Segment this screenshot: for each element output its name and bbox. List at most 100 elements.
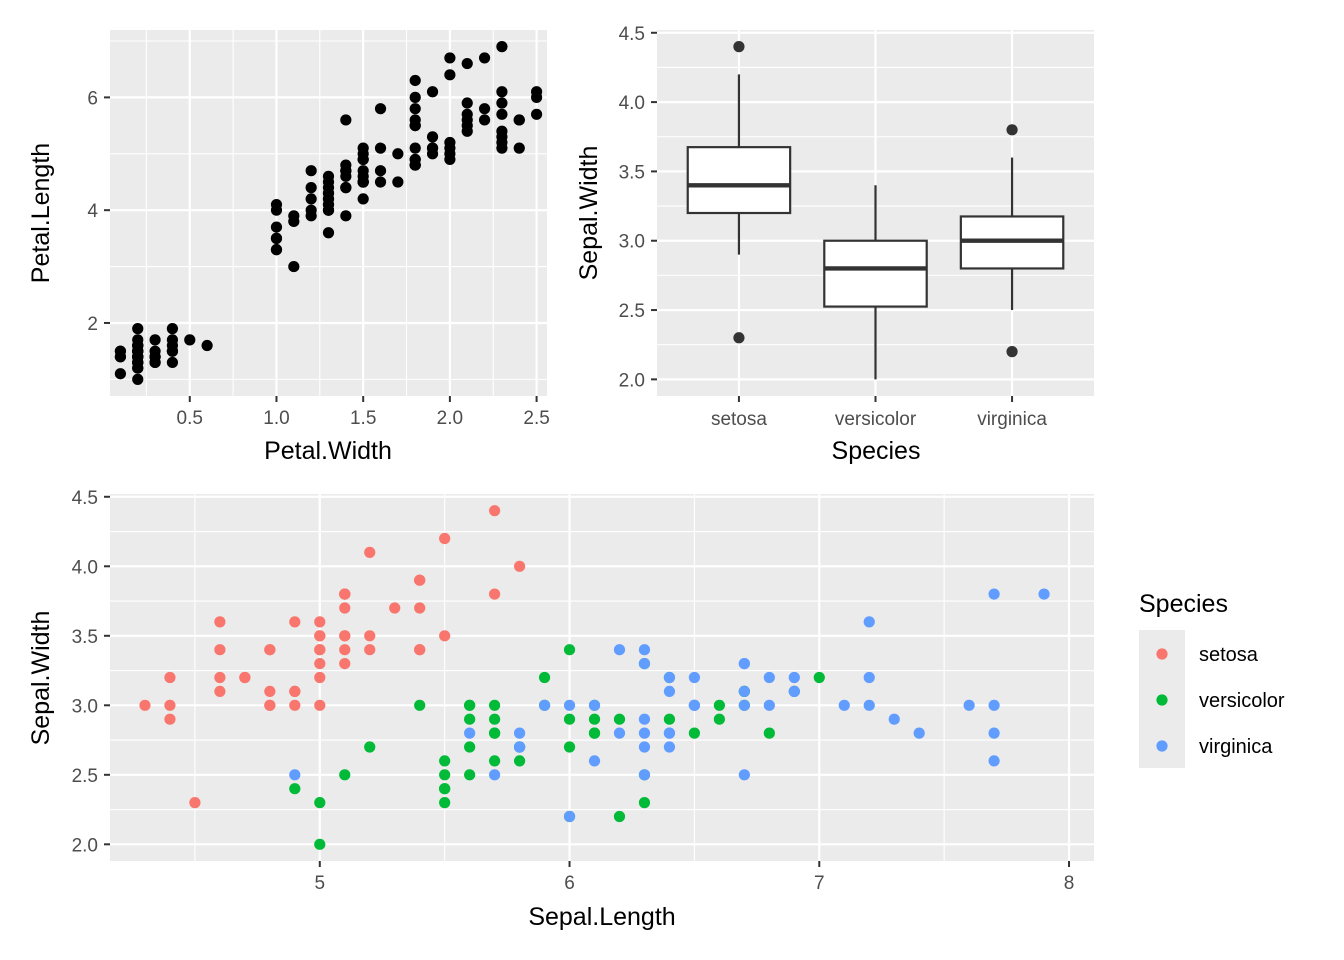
data-point-virginica [513,741,526,753]
data-point-virginica [838,699,850,711]
data-point-versicolor [489,755,501,767]
data-point-virginica [913,727,925,739]
data-point-virginica [638,657,651,670]
legend: Species setosa versicolor virginica [1139,590,1285,768]
grid-lines [110,494,1094,861]
outlier-point [733,41,745,53]
y-axis-title: Sepal.Width [27,611,55,746]
box-iqr [823,239,928,308]
data-point-setosa [314,699,326,711]
data-point-versicolor [713,713,725,725]
data-point [478,52,491,64]
data-point-setosa [364,630,376,642]
data-point-versicolor [489,713,501,725]
data-point [149,334,161,346]
data-point-setosa [164,699,176,711]
data-point [305,182,317,194]
legend-key [1156,694,1168,706]
data-point-setosa [314,657,326,670]
x-tick-label: 2.0 [437,408,463,429]
data-point-virginica [788,671,800,684]
y-tick-label: 2.0 [619,370,645,391]
data-point-versicolor [613,713,626,725]
y-axis-title: Petal.Length [27,143,55,283]
data-point-setosa [364,546,376,558]
data-point-versicolor [588,713,601,725]
data-point-virginica [1038,588,1050,600]
data-point-virginica [638,769,651,781]
sepal-scatter-panel: 5 6 7 8 2.0 2.5 3.0 3.5 4.0 4.5 Sepal.Length Sepa… [27,488,1094,931]
legend-key [1156,648,1168,660]
y-tick-label: 4.0 [72,557,98,578]
data-point-virginica [988,588,1000,600]
data-point-versicolor [414,699,426,711]
data-point-virginica [738,657,750,670]
data-point [357,176,369,188]
data-point-versicolor [688,727,701,739]
data-point [409,103,421,115]
data-point [478,114,491,126]
data-point [184,334,196,346]
outlier-point [1006,124,1018,136]
x-tick-label: 6 [564,873,575,894]
data-point [409,142,421,154]
data-point-versicolor [339,769,351,781]
data-point-virginica [538,699,551,711]
data-point-versicolor [289,783,301,795]
data-point [444,52,456,64]
boxes [686,41,1065,380]
data-point-virginica [688,699,701,711]
data-point [478,103,491,115]
x-axis-title: Species [832,437,921,465]
data-point-virginica [563,699,576,711]
legend-label: virginica [1199,736,1273,758]
data-point-setosa [139,699,151,711]
data-point [322,170,335,182]
data-point-versicolor [588,727,601,739]
x-tick-label: 1.5 [350,408,376,429]
data-point-versicolor [513,755,526,767]
data-point [340,159,352,171]
x-tick-label: virginica [977,409,1047,430]
y-tick-label: 3.0 [72,696,98,717]
data-point-versicolor [364,741,376,753]
data-point-setosa [439,630,451,642]
data-point [270,232,283,244]
data-point [166,356,179,369]
box-iqr [686,146,792,215]
data-point-versicolor [563,741,576,753]
data-point [426,86,439,98]
species-boxplot-panel: 2.0 2.5 3.0 3.5 4.0 4.5 setosa versicolor virgin… [575,24,1094,465]
box-setosa [686,41,792,344]
data-point-setosa [414,602,426,614]
data-point-virginica [663,727,676,739]
data-point-virginica [663,741,676,753]
data-point [392,176,404,188]
data-point [340,210,352,222]
data-point [392,148,404,160]
legend-label: setosa [1199,644,1259,666]
data-point [513,142,525,154]
data-point [132,351,144,363]
data-point [114,368,127,380]
data-point-versicolor [439,769,451,781]
data-point-setosa [339,657,351,670]
data-point-setosa [339,602,351,614]
data-point [149,351,161,363]
data-point [374,142,387,154]
outlier-point [1006,346,1018,358]
legend-entry-versicolor: versicolor [1156,690,1285,712]
data-point [114,351,127,363]
data-point-setosa [489,505,501,517]
data-point-virginica [663,671,676,684]
data-point [409,91,421,103]
data-point-versicolor [464,699,476,711]
data-point-versicolor [314,797,326,809]
data-point [496,125,508,137]
x-tick-label: 1.0 [263,408,289,429]
data-point [322,227,335,239]
legend-title: Species [1139,590,1228,618]
data-point-versicolor [613,810,626,823]
data-point-setosa [389,602,401,614]
x-tick-label: setosa [711,409,767,430]
